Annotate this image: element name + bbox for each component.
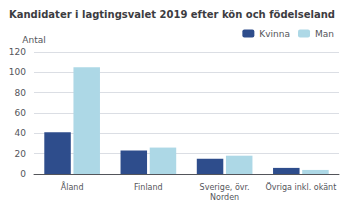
svg-text:Norden: Norden xyxy=(210,193,239,202)
svg-text:Sverige, övr.: Sverige, övr. xyxy=(200,183,250,192)
svg-text:Övriga inkl. okänt: Övriga inkl. okänt xyxy=(265,182,336,192)
svg-text:Antal: Antal xyxy=(22,35,45,45)
svg-text:100: 100 xyxy=(9,67,26,77)
svg-text:60: 60 xyxy=(15,108,27,118)
svg-text:0: 0 xyxy=(20,169,26,179)
svg-text:Åland: Åland xyxy=(61,181,84,192)
svg-text:Kvinna: Kvinna xyxy=(259,29,290,39)
svg-text:80: 80 xyxy=(15,88,27,98)
svg-text:120: 120 xyxy=(9,47,26,57)
svg-text:20: 20 xyxy=(15,149,27,159)
svg-text:Kandidater i lagtingsvalet 201: Kandidater i lagtingsvalet 2019 efter kö… xyxy=(9,9,335,20)
svg-text:Finland: Finland xyxy=(134,183,163,192)
svg-text:Man: Man xyxy=(315,29,334,39)
svg-text:40: 40 xyxy=(15,128,27,138)
